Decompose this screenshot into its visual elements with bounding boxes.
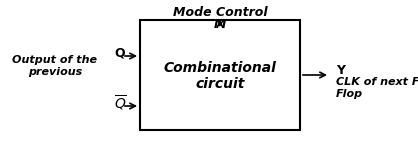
Text: Flop: Flop xyxy=(336,89,363,99)
Text: CLK of next Flip: CLK of next Flip xyxy=(336,77,418,87)
Text: Mode Control: Mode Control xyxy=(173,6,268,19)
Text: Y: Y xyxy=(336,64,345,76)
Bar xyxy=(140,20,300,130)
Text: circuit: circuit xyxy=(195,77,245,91)
Text: previous: previous xyxy=(28,67,82,77)
Text: M: M xyxy=(214,18,226,31)
Text: Combinational: Combinational xyxy=(163,61,276,75)
Text: $\overline{Q}$: $\overline{Q}$ xyxy=(114,93,127,113)
Text: Output of the: Output of the xyxy=(13,55,97,65)
Text: Q: Q xyxy=(115,47,125,59)
